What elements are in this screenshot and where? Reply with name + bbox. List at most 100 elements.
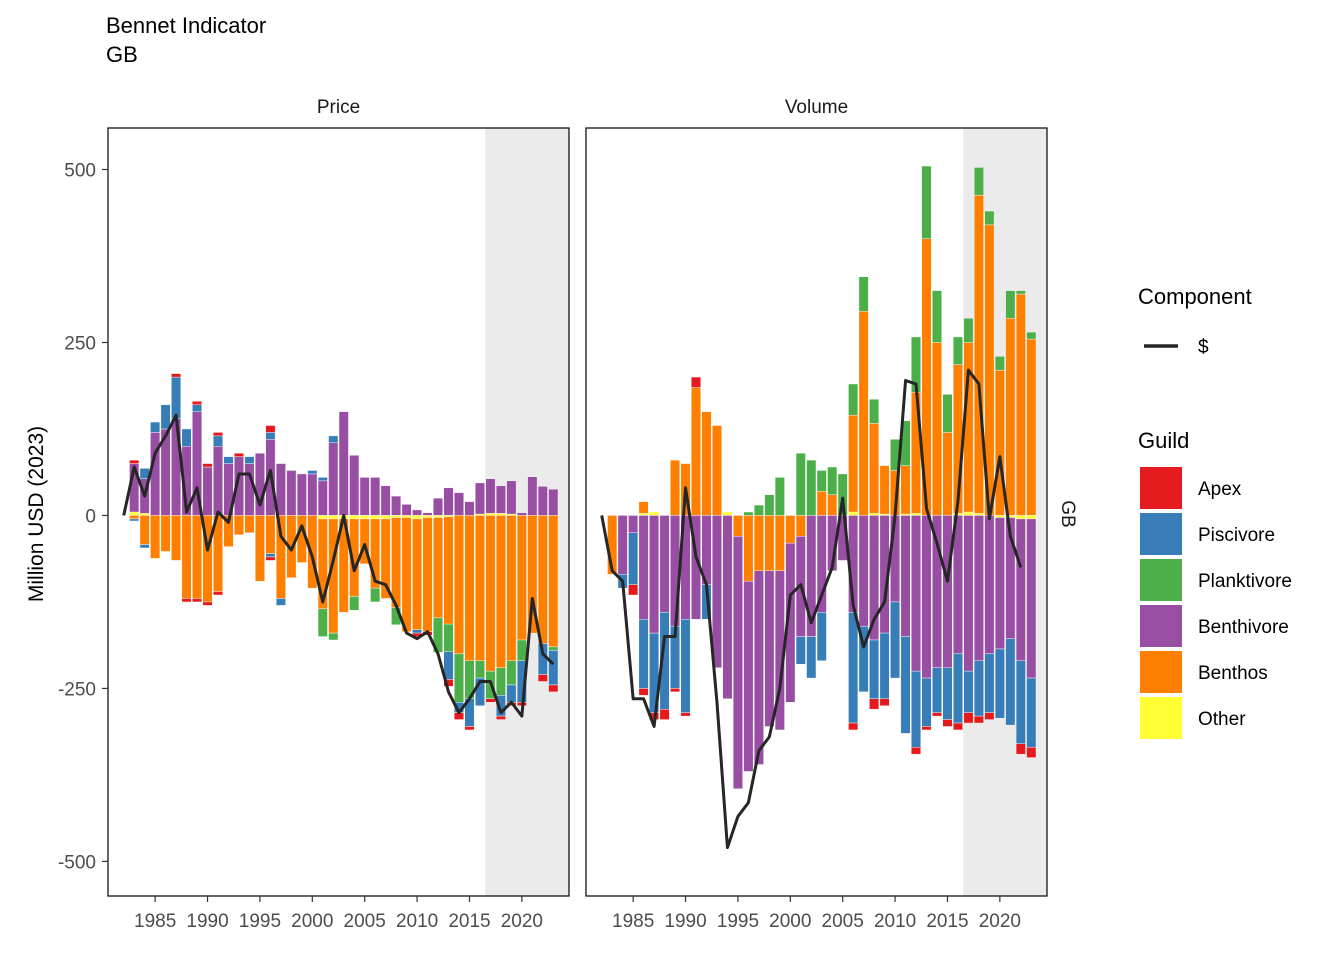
bar-price-2014-benthos-neg bbox=[454, 515, 464, 655]
bar-price-1988-benthos-neg bbox=[181, 515, 192, 599]
bar-volume-2004-planktivore-pos bbox=[827, 466, 838, 495]
bar-volume-1999-planktivore-pos bbox=[774, 477, 785, 516]
y-tick-label-500: 500 bbox=[64, 161, 96, 182]
line-volume bbox=[600, 368, 1023, 850]
bar-volume-2018-other-pos bbox=[973, 513, 984, 516]
bar-volume-1985-apex-neg bbox=[628, 584, 639, 596]
legend-label-other: Other bbox=[1198, 709, 1246, 730]
chart-subtitle: GB bbox=[106, 42, 138, 67]
bar-volume-2019-planktivore-pos bbox=[984, 210, 995, 226]
x-tick-label-price-2020: 2020 bbox=[501, 911, 543, 932]
bar-volume-2018-piscivore-neg bbox=[973, 660, 984, 717]
bar-price-2009-benthivore-pos bbox=[401, 504, 412, 516]
bar-volume-1985-piscivore-neg bbox=[628, 532, 639, 585]
bar-volume-1997-planktivore-pos bbox=[753, 504, 764, 516]
panel-price: Price 1985 1990 1995 2000 2005 2010 2015 2020 bbox=[107, 97, 570, 932]
legend: Component $ Guild Apex Piscivore Planktivore B… bbox=[1138, 284, 1292, 739]
bar-volume-2006-piscivore-neg bbox=[848, 612, 859, 724]
y-axis: 500 250 0 -250 -500 bbox=[58, 161, 108, 873]
bar-volume-2011-benthos-pos bbox=[900, 465, 911, 515]
bar-volume-1988-benthivore-neg bbox=[659, 515, 670, 613]
bar-volume-2013-piscivore-neg bbox=[921, 677, 932, 727]
bar-price-2010-other-neg bbox=[412, 515, 422, 520]
bar-price-2000-piscivore-pos bbox=[307, 470, 318, 475]
bar-volume-2012-apex-neg bbox=[911, 747, 921, 755]
bar-volume-2021-planktivore-pos bbox=[1005, 290, 1016, 319]
bar-price-1989-benthos-neg bbox=[192, 515, 202, 599]
bar-volume-2008-apex-neg bbox=[869, 698, 880, 710]
chart-title: Bennet Indicator bbox=[106, 13, 266, 38]
bar-price-2011-other-neg bbox=[422, 515, 433, 518]
bar-volume-1994-other-pos bbox=[722, 511, 733, 516]
bar-volume-2023-benthos-pos bbox=[1026, 338, 1037, 516]
bar-price-2013-benthos-neg bbox=[443, 516, 454, 625]
bar-price-2019-benthivore-pos bbox=[506, 480, 517, 515]
bar-volume-2007-piscivore-neg bbox=[858, 625, 869, 693]
bar-price-2020-benthivore-pos bbox=[516, 512, 527, 516]
bar-volume-2003-planktivore-pos bbox=[816, 470, 827, 492]
bar-volume-2023-planktivore-pos bbox=[1026, 331, 1037, 340]
x-tick-label-volume-2005: 2005 bbox=[822, 911, 864, 932]
bar-volume-2013-benthivore-neg bbox=[921, 515, 932, 679]
bar-volume-2001-benthos-neg bbox=[795, 515, 806, 537]
panel-border-price bbox=[107, 127, 570, 897]
bar-volume-1995-benthos-neg bbox=[733, 515, 743, 537]
bar-price-2023-benthivore-pos bbox=[548, 488, 559, 516]
bar-price-1990-apex-pos bbox=[202, 463, 213, 468]
bar-volume-2008-benthos-pos bbox=[869, 423, 880, 514]
bar-volume-2020-benthivore-neg bbox=[994, 517, 1005, 650]
bar-price-1994-benthivore-pos bbox=[244, 463, 255, 516]
bar-price-2017-apex-neg bbox=[485, 698, 496, 703]
bar-volume-1993-benthivore-neg bbox=[712, 515, 722, 668]
bar-price-2018-planktivore-neg bbox=[495, 667, 506, 696]
bar-volume-1985-benthivore-neg bbox=[628, 515, 639, 533]
bar-price-2005-benthos-neg bbox=[359, 518, 370, 565]
bar-price-1993-apex-pos bbox=[234, 452, 244, 457]
bar-price-2015-benthivore-pos bbox=[464, 501, 475, 516]
bar-price-2001-benthivore-pos bbox=[317, 480, 328, 516]
bar-volume-1986-piscivore-neg bbox=[638, 619, 649, 689]
bar-volume-1999-benthos-neg bbox=[774, 515, 785, 572]
bar-price-2005-other-neg bbox=[359, 515, 370, 520]
bar-volume-2015-apex-neg bbox=[942, 719, 953, 727]
bar-volume-1987-benthivore-neg bbox=[649, 515, 660, 634]
bar-volume-2006-planktivore-pos bbox=[848, 383, 859, 416]
bar-volume-2012-other-pos bbox=[911, 513, 921, 516]
bar-price-1985-benthos-neg bbox=[150, 515, 161, 559]
panel-border-volume bbox=[585, 127, 1048, 897]
bar-price-1996-apex-neg bbox=[265, 556, 276, 561]
bar-volume-2020-planktivore-pos bbox=[994, 356, 1005, 371]
bar-price-2023-benthos-neg bbox=[548, 515, 559, 648]
y-tick-label--250: -250 bbox=[58, 679, 96, 700]
bar-volume-1989-benthos-pos bbox=[670, 459, 680, 516]
legend-swatch-benthos bbox=[1140, 651, 1182, 693]
bar-price-2013-benthivore-pos bbox=[443, 487, 454, 516]
bar-price-1991-piscivore-pos bbox=[213, 435, 223, 447]
bar-price-2007-benthos-neg bbox=[380, 518, 391, 599]
bar-volume-2022-apex-neg bbox=[1015, 743, 1026, 755]
bar-volume-2006-other-pos bbox=[848, 511, 859, 516]
y-tick-label-0: 0 bbox=[85, 506, 96, 527]
bar-price-1984-piscivore-neg bbox=[139, 544, 150, 549]
bar-price-2004-other-neg bbox=[349, 515, 360, 520]
bar-price-2008-benthos-neg bbox=[391, 517, 402, 608]
bar-volume-1996-benthivore-neg bbox=[743, 580, 754, 772]
bar-volume-2019-piscivore-neg bbox=[984, 653, 995, 713]
x-tick-label-volume-1995: 1995 bbox=[717, 911, 759, 932]
bar-volume-2023-piscivore-neg bbox=[1026, 677, 1037, 748]
bar-volume-2022-other-neg bbox=[1015, 515, 1026, 520]
bar-volume-2014-apex-neg bbox=[932, 712, 942, 717]
bar-price-2002-other-neg bbox=[328, 515, 339, 520]
bar-volume-2012-benthivore-neg bbox=[911, 515, 921, 672]
bar-volume-1997-benthos-neg bbox=[753, 515, 764, 572]
bar-volume-2015-benthivore-neg bbox=[942, 515, 953, 668]
bar-volume-1987-other-pos bbox=[649, 511, 660, 516]
bar-price-1987-apex-pos bbox=[171, 373, 182, 378]
bar-price-2017-benthivore-pos bbox=[485, 478, 496, 514]
y-tick-label--500: -500 bbox=[58, 852, 96, 873]
bar-volume-2007-benthos-pos bbox=[858, 311, 869, 516]
bar-volume-2009-other-pos bbox=[879, 513, 890, 516]
legend-component-label: $ bbox=[1198, 337, 1209, 358]
x-tick-label-price-2015: 2015 bbox=[448, 911, 490, 932]
